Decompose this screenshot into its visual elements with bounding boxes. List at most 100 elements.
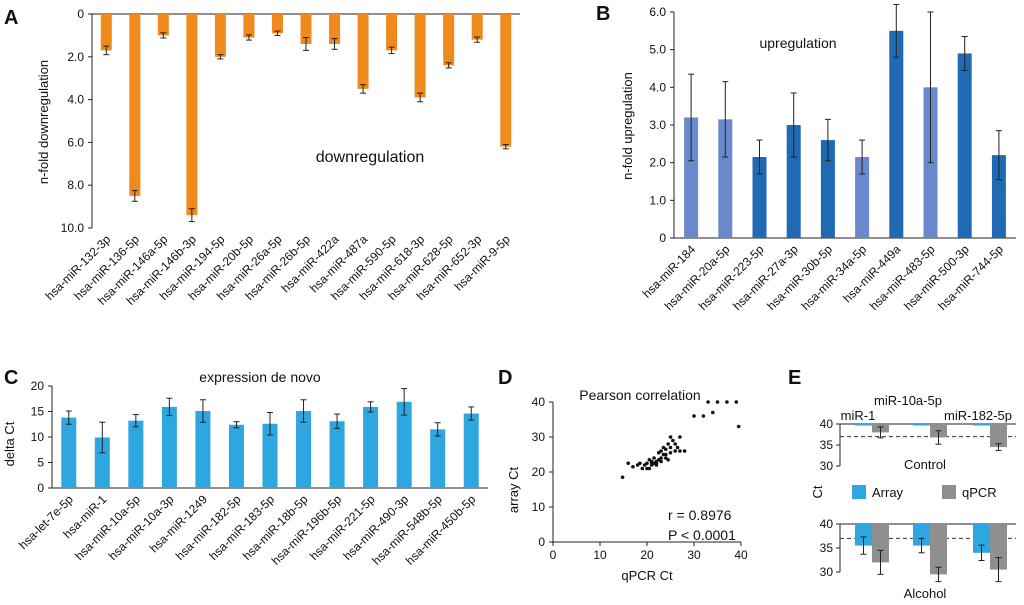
panel-d-letter: D — [498, 367, 512, 389]
panel-d: D array Ct qPCR Ct Pearson correlation r… — [498, 367, 748, 583]
panel-a-y-tick-label: 2.0 — [67, 50, 84, 64]
panel-d-y-tick-label: 0 — [538, 535, 545, 549]
panel-d-point — [682, 449, 687, 453]
panel-d-point — [664, 447, 668, 452]
legend-array-label: Array — [872, 485, 904, 500]
panel-d-point — [647, 466, 652, 471]
panel-d-x-tick-label: 20 — [640, 548, 654, 562]
panel-a-y-axis-label: n-fold downregulation — [36, 60, 51, 184]
panel-a-bar — [157, 14, 169, 36]
panel-e-control-y-tick-label: 40 — [820, 417, 834, 431]
panel-c-y-tick-label: 15 — [31, 405, 45, 419]
panel-b-bar — [718, 119, 733, 238]
panel-d-r-value: r = 0.8976 — [668, 507, 732, 523]
panel-d-x-tick-label: 10 — [593, 548, 607, 562]
panel-d-point — [659, 456, 663, 460]
panel-b-y-tick-label: 5.0 — [649, 43, 666, 57]
panel-d-point — [671, 438, 675, 443]
panel-c-y-axis-label: delta Ct — [2, 421, 17, 466]
panel-d-point — [678, 449, 682, 453]
panel-a: A n-fold downregulation downregulation 0… — [4, 7, 520, 308]
panel-c-y-tick-label: 5 — [37, 456, 44, 470]
panel-c-bar — [396, 401, 412, 488]
panel-c-title: expression de novo — [199, 369, 321, 385]
panel-e-control-array-bar — [855, 424, 872, 426]
panel-e-group-label-1: miR-1 — [841, 408, 876, 423]
panel-c-bar — [329, 421, 345, 488]
panel-e-control-y-tick-label: 30 — [820, 459, 834, 473]
panel-d-point — [725, 400, 729, 404]
panel-d-point — [659, 449, 663, 453]
legend-qpcr-swatch — [942, 485, 956, 499]
panel-e-y-axis-label: Ct — [810, 485, 825, 498]
panel-d-x-tick-label: 40 — [734, 548, 748, 562]
panel-a-bar — [243, 14, 255, 38]
panel-d-point — [659, 459, 663, 464]
panel-a-y-tick-label: 8.0 — [67, 178, 84, 192]
panel-d-point — [620, 475, 625, 480]
panel-a-bar — [100, 14, 112, 51]
panel-d-point — [715, 400, 720, 404]
panel-b-bar — [820, 140, 835, 238]
panel-e-control-qpcr-bar — [990, 424, 1007, 448]
panel-b-bar — [957, 53, 972, 238]
panel-d-point — [668, 435, 673, 439]
panel-a-title: downregulation — [316, 149, 425, 166]
panel-d-y-tick-label: 30 — [532, 430, 546, 444]
panel-e-alcohol-array-bar — [855, 524, 872, 546]
panel-b-y-tick-label: 6.0 — [649, 5, 666, 19]
panel-b-y-tick-label: 0 — [659, 231, 666, 245]
legend-qpcr-label: qPCR — [962, 485, 997, 500]
panel-c-bar — [94, 437, 110, 488]
panel-a-y-tick-label: 10.0 — [61, 221, 85, 235]
panel-e-alcohol-qpcr-bar — [872, 524, 889, 563]
panel-c-bar — [262, 423, 278, 488]
panel-e-subplot-control-label: Control — [904, 457, 946, 472]
panel-a-bar — [500, 14, 512, 147]
panel-d-point — [678, 435, 682, 439]
panel-a-letter: A — [4, 7, 18, 29]
panel-a-bar — [300, 14, 312, 44]
panel-c-bar — [363, 406, 379, 488]
panel-d-point — [652, 456, 656, 460]
panel-d-point — [626, 461, 630, 466]
panel-a-bar — [471, 14, 483, 40]
panel-a-bar — [386, 14, 398, 51]
panel-d-point — [673, 449, 677, 453]
panel-d-title: Pearson correlation — [579, 387, 700, 403]
panel-e-control-array-bar — [913, 424, 930, 426]
panel-d-point — [692, 414, 696, 418]
panel-d-x-tick-label: 30 — [687, 548, 701, 562]
panel-a-y-tick-label: 0 — [77, 7, 84, 21]
panel-a-bar — [129, 14, 141, 196]
panel-d-point — [668, 445, 673, 450]
panel-d-point — [701, 414, 706, 418]
panel-d-y-axis-label: array Ct — [506, 466, 521, 513]
panel-d-p-value: P < 0.0001 — [668, 527, 736, 543]
panel-d-point — [654, 463, 659, 467]
panel-e-alcohol-array-bar — [913, 524, 930, 546]
panel-d-x-axis-label: qPCR Ct — [621, 568, 673, 583]
panel-d-x-tick-label: 0 — [550, 548, 557, 562]
panel-b-title: upregulation — [759, 35, 836, 51]
panel-d-point — [631, 464, 635, 469]
panel-d-point — [664, 452, 668, 457]
panel-d-point — [645, 461, 649, 466]
panel-b-y-axis-label: n-fold upregulation — [620, 72, 635, 180]
panel-a-bar — [271, 14, 283, 34]
legend-array-swatch — [852, 485, 866, 499]
panel-b-y-tick-label: 2.0 — [649, 156, 666, 170]
panel-a-bar — [214, 14, 226, 57]
panel-c-bar — [430, 429, 446, 488]
panel-a-bar — [357, 14, 369, 89]
panel-c-letter: C — [4, 367, 18, 389]
panel-b-bar — [786, 125, 801, 238]
panel-e-control-y-tick-label: 35 — [820, 438, 834, 452]
panel-e-group-label-2: miR-10a-5p — [874, 393, 942, 408]
panel-e-letter: E — [788, 367, 801, 389]
panel-d-point — [638, 461, 642, 466]
panel-b-bar — [889, 30, 904, 239]
panel-d-point — [736, 424, 741, 429]
panel-d-y-tick-label: 40 — [532, 395, 546, 409]
panel-b: B n-fold upregulation upregulation 0 1.0 2… — [596, 3, 1016, 313]
